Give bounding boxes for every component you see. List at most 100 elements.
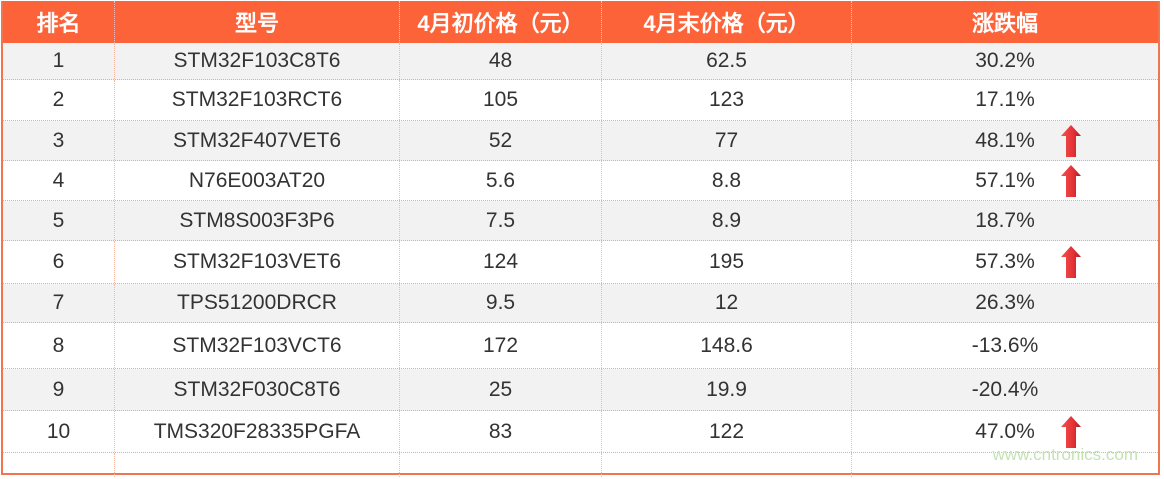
rank-cell: 2 xyxy=(3,80,115,120)
rank-cell-text: 10 xyxy=(46,419,71,443)
change-cell: 26.3% xyxy=(852,284,1158,322)
end-price-cell: 148.6 xyxy=(602,323,852,368)
start-price-cell-text: 5.6 xyxy=(485,168,516,192)
end-price-cell-text: 77 xyxy=(714,128,739,152)
table-header: 排名 型号 4月初价格（元） 4月末价格（元） 涨跌幅 xyxy=(3,1,1158,43)
start-price-cell-text: 83 xyxy=(488,419,513,443)
end-price-cell-text: 8.9 xyxy=(711,208,742,232)
change-cell: -20.4% xyxy=(852,369,1158,410)
rank-cell: 8 xyxy=(3,323,115,368)
end-price-cell: 123 xyxy=(602,80,852,120)
model-cell: N76E003AT20 xyxy=(115,161,400,200)
change-cell-text: -20.4% xyxy=(971,377,1039,401)
start-price-cell-text: 9.5 xyxy=(485,291,516,314)
rank-cell-text: 7 xyxy=(52,291,65,314)
change-cell-text: 30.2% xyxy=(975,49,1035,72)
start-price-cell: 5.6 xyxy=(400,161,602,200)
table-row: 5 STM8S003F3P6 7.5 8.9 18.7% xyxy=(3,201,1158,241)
start-price-cell-text: 25 xyxy=(488,377,513,401)
change-cell-text: 17.1% xyxy=(975,88,1035,111)
end-price-cell: 62.5 xyxy=(602,43,852,79)
end-price-cell: 19.9 xyxy=(602,369,852,410)
rank-cell-text: 9 xyxy=(52,377,65,401)
model-cell: STM32F030C8T6 xyxy=(115,369,400,410)
rank-cell-text: 3 xyxy=(52,128,65,152)
model-cell-text: STM8S003F3P6 xyxy=(179,208,335,232)
table-row: 4 N76E003AT20 5.6 8.8 57.1% xyxy=(3,161,1158,201)
change-cell-text: 48.1% xyxy=(975,128,1035,152)
up-arrow-icon xyxy=(1061,164,1081,197)
start-price-cell-text: 7.5 xyxy=(485,208,516,232)
change-cell: 48.1% xyxy=(852,121,1158,160)
end-price-cell: 77 xyxy=(602,121,852,160)
rank-cell-text: 4 xyxy=(52,168,65,192)
end-price-cell: 195 xyxy=(602,241,852,283)
model-cell: STM32F103RCT6 xyxy=(115,80,400,120)
end-price-cell-text: 8.8 xyxy=(711,168,742,192)
up-arrow-icon xyxy=(1061,415,1081,448)
model-cell: STM32F407VET6 xyxy=(115,121,400,160)
up-arrow-icon xyxy=(1061,246,1081,278)
change-cell-text: -13.6% xyxy=(971,333,1039,357)
model-cell-text: STM32F103VCT6 xyxy=(172,333,342,357)
table-row: 6 STM32F103VET6 124 195 57.3% xyxy=(3,241,1158,284)
change-cell: 30.2% xyxy=(852,43,1158,79)
model-cell: STM32F103C8T6 xyxy=(115,43,400,79)
table-row: 9 STM32F030C8T6 25 19.9 -20.4% xyxy=(3,369,1158,411)
rank-cell: 6 xyxy=(3,241,115,283)
table-row: 7 TPS51200DRCR 9.5 12 26.3% xyxy=(3,284,1158,323)
header-start-price: 4月初价格（元） xyxy=(400,1,602,43)
end-price-cell: 12 xyxy=(602,284,852,322)
header-rank: 排名 xyxy=(3,1,115,43)
model-cell: TPS51200DRCR xyxy=(115,284,400,322)
start-price-cell-text: 172 xyxy=(482,333,519,357)
table-row: 10 TMS320F28335PGFA 83 122 47.0% xyxy=(3,411,1158,453)
model-cell: STM32F103VET6 xyxy=(115,241,400,283)
change-cell: 18.7% xyxy=(852,201,1158,240)
header-model: 型号 xyxy=(115,1,400,43)
start-price-cell: 9.5 xyxy=(400,284,602,322)
model-cell-text: STM32F103C8T6 xyxy=(173,49,341,72)
end-price-cell-text: 195 xyxy=(708,250,745,273)
table-filler xyxy=(3,453,1158,477)
start-price-cell-text: 48 xyxy=(488,49,513,72)
rank-cell: 7 xyxy=(3,284,115,322)
change-cell: 57.3% xyxy=(852,241,1158,283)
rank-cell-text: 6 xyxy=(52,250,65,273)
header-end-price: 4月末价格（元） xyxy=(602,1,852,43)
change-cell: 47.0% xyxy=(852,411,1158,452)
rank-cell-text: 8 xyxy=(52,333,65,357)
rank-cell: 4 xyxy=(3,161,115,200)
rank-cell-text: 2 xyxy=(52,88,65,111)
start-price-cell: 48 xyxy=(400,43,602,79)
model-cell: STM8S003F3P6 xyxy=(115,201,400,240)
end-price-cell: 122 xyxy=(602,411,852,452)
change-cell-text: 47.0% xyxy=(975,419,1035,443)
end-price-cell: 8.8 xyxy=(602,161,852,200)
header-change: 涨跌幅 xyxy=(971,11,1038,36)
start-price-cell-text: 124 xyxy=(482,250,519,273)
rank-cell: 1 xyxy=(3,43,115,79)
up-arrow-icon xyxy=(1061,124,1081,157)
change-cell-text: 18.7% xyxy=(975,208,1035,232)
rank-cell: 9 xyxy=(3,369,115,410)
start-price-cell: 172 xyxy=(400,323,602,368)
model-cell-text: STM32F407VET6 xyxy=(172,128,342,152)
table-row: 2 STM32F103RCT6 105 123 17.1% xyxy=(3,80,1158,121)
start-price-cell: 25 xyxy=(400,369,602,410)
start-price-cell-text: 105 xyxy=(482,88,519,111)
end-price-cell-text: 12 xyxy=(714,291,739,314)
model-cell: STM32F103VCT6 xyxy=(115,323,400,368)
end-price-cell-text: 62.5 xyxy=(706,49,747,72)
start-price-cell: 52 xyxy=(400,121,602,160)
model-cell: TMS320F28335PGFA xyxy=(115,411,400,452)
end-price-cell: 8.9 xyxy=(602,201,852,240)
table-row: 1 STM32F103C8T6 48 62.5 30.2% xyxy=(3,43,1158,80)
start-price-cell-text: 52 xyxy=(488,128,513,152)
end-price-cell-text: 19.9 xyxy=(706,377,747,401)
table-row: 3 STM32F407VET6 52 77 48.1% xyxy=(3,121,1158,161)
change-cell-text: 57.3% xyxy=(975,250,1035,273)
start-price-cell: 7.5 xyxy=(400,201,602,240)
end-price-cell-text: 148.6 xyxy=(700,333,753,357)
